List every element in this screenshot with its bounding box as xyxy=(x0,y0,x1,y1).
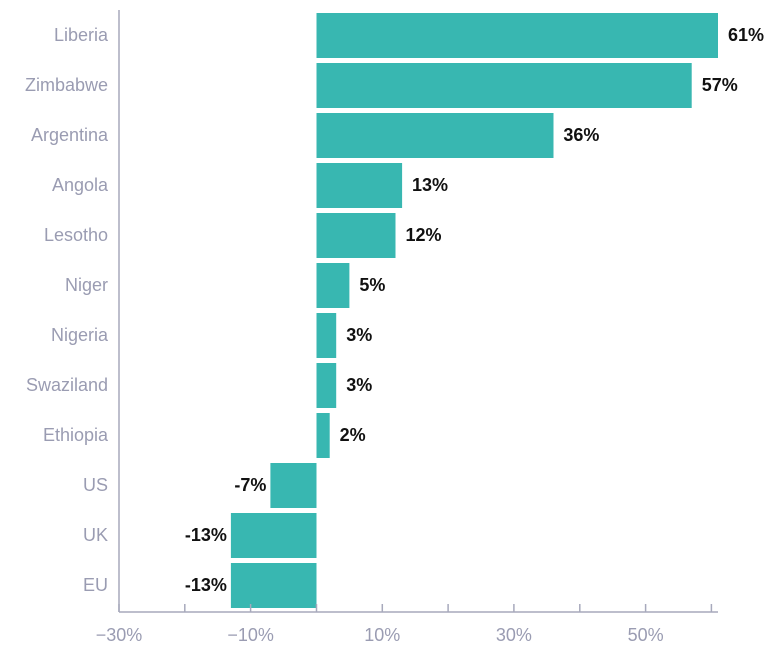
bar-swaziland xyxy=(316,363,337,408)
category-label: Zimbabwe xyxy=(25,75,108,95)
category-label: UK xyxy=(83,525,108,545)
bar-angola xyxy=(316,163,403,208)
category-label: Liberia xyxy=(54,25,109,45)
category-label: Angola xyxy=(52,175,109,195)
category-label: Niger xyxy=(65,275,108,295)
data-label: 61% xyxy=(728,25,764,45)
data-label: -7% xyxy=(234,475,266,495)
bar-argentina xyxy=(316,113,554,158)
x-tick-label: 30% xyxy=(496,625,532,645)
x-tick-label: −30% xyxy=(96,625,143,645)
category-label: EU xyxy=(83,575,108,595)
bar-ethiopia xyxy=(316,413,330,458)
data-label: -13% xyxy=(185,575,227,595)
bar-zimbabwe xyxy=(316,63,692,108)
bar-eu xyxy=(230,563,317,608)
category-label: Argentina xyxy=(31,125,109,145)
data-label: 36% xyxy=(563,125,599,145)
axes-layer xyxy=(118,10,718,613)
x-tick-label: −10% xyxy=(227,625,274,645)
data-label: 12% xyxy=(406,225,442,245)
data-label: 3% xyxy=(346,375,372,395)
bar-uk xyxy=(230,513,317,558)
category-label: Lesotho xyxy=(44,225,108,245)
bar-liberia xyxy=(316,13,718,58)
data-label: 5% xyxy=(359,275,385,295)
data-label: 13% xyxy=(412,175,448,195)
category-label: Ethiopia xyxy=(43,425,109,445)
category-label: US xyxy=(83,475,108,495)
data-label: 2% xyxy=(340,425,366,445)
data-label: 3% xyxy=(346,325,372,345)
x-tick-label: 50% xyxy=(628,625,664,645)
category-label: Swaziland xyxy=(26,375,108,395)
bar-niger xyxy=(316,263,350,308)
data-label: -13% xyxy=(185,525,227,545)
labels-layer: Liberia 61% Zimbabwe 57% Argentina 36% Angola 1… xyxy=(25,25,764,645)
bar-nigeria xyxy=(316,313,337,358)
bar-us xyxy=(270,463,317,508)
bar-lesotho xyxy=(316,213,396,258)
data-label: 57% xyxy=(702,75,738,95)
category-label: Nigeria xyxy=(51,325,109,345)
x-tick-label: 10% xyxy=(364,625,400,645)
bars-layer xyxy=(230,13,718,608)
